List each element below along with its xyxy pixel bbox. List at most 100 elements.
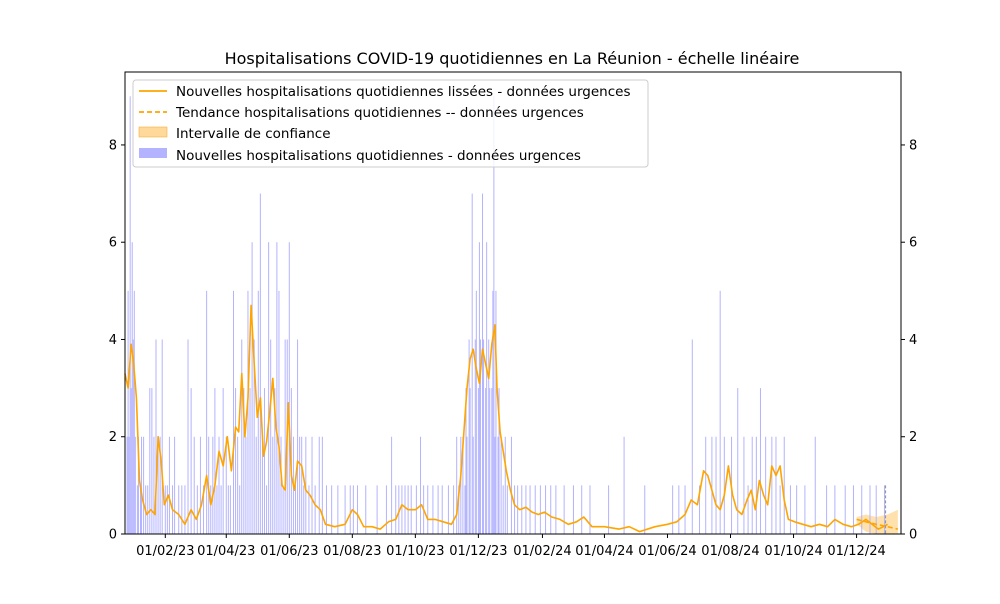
daily-bar — [468, 339, 470, 534]
daily-bar — [245, 436, 247, 534]
daily-bar — [241, 339, 243, 534]
daily-bar — [278, 290, 280, 534]
daily-bar — [263, 388, 265, 534]
y-tick-label-left: 4 — [109, 333, 117, 348]
daily-bar — [494, 436, 496, 534]
daily-bar — [331, 485, 333, 534]
daily-bar — [485, 388, 487, 534]
x-tick-label: 01/10/23 — [386, 544, 444, 559]
daily-bar — [229, 485, 231, 534]
daily-bar — [391, 436, 393, 534]
daily-bar — [514, 485, 516, 534]
y-tick-label-left: 6 — [109, 236, 117, 251]
x-tick-label: 01/02/24 — [513, 544, 571, 559]
daily-bar — [432, 485, 434, 534]
daily-bar — [385, 485, 387, 534]
daily-bar — [534, 485, 536, 534]
daily-bar — [555, 485, 557, 534]
daily-bar — [168, 436, 170, 534]
daily-bar — [747, 485, 749, 534]
daily-bar — [550, 485, 552, 534]
daily-bar — [130, 388, 132, 534]
daily-bar — [133, 290, 135, 534]
daily-bar — [472, 436, 474, 534]
daily-bar — [456, 436, 458, 534]
daily-bar — [266, 485, 268, 534]
daily-bar — [174, 436, 176, 534]
daily-bar — [187, 339, 189, 534]
daily-bar — [563, 485, 565, 534]
daily-bar — [157, 436, 159, 534]
daily-bar — [253, 339, 255, 534]
daily-bar — [464, 485, 466, 534]
plot-frame — [124, 71, 902, 535]
legend-frame — [132, 79, 649, 168]
daily-bar — [483, 339, 485, 534]
daily-bar — [311, 436, 313, 534]
daily-bar — [190, 388, 192, 534]
daily-bar — [539, 485, 541, 534]
daily-bar — [178, 485, 180, 534]
daily-bar — [303, 485, 305, 534]
legend-label-smoothed: Nouvelles hospitalisations quotidiennes … — [176, 84, 630, 100]
daily-bars-layer — [126, 96, 885, 534]
daily-bar — [401, 485, 403, 534]
daily-bar — [276, 242, 278, 534]
daily-bar — [691, 339, 693, 534]
daily-bar — [765, 436, 767, 534]
daily-bar — [337, 485, 339, 534]
daily-bar — [225, 436, 227, 534]
daily-bar — [136, 485, 138, 534]
daily-bar — [128, 436, 130, 534]
trend-line — [856, 518, 899, 530]
daily-bar — [678, 485, 680, 534]
daily-bar — [214, 388, 216, 534]
daily-bar — [126, 436, 128, 534]
x-tick-label: 01/02/23 — [136, 544, 194, 559]
daily-bar — [608, 485, 610, 534]
daily-bar — [166, 485, 168, 534]
daily-bar — [251, 242, 253, 534]
daily-bar — [775, 436, 777, 534]
x-tick-label: 01/12/24 — [827, 544, 885, 559]
daily-bar — [270, 339, 272, 534]
daily-bar — [318, 436, 320, 534]
daily-bar — [771, 436, 773, 534]
y-tick-label-right: 4 — [909, 333, 917, 348]
daily-bar — [447, 485, 449, 534]
daily-bar — [498, 388, 500, 534]
daily-bar — [344, 485, 346, 534]
daily-bar — [623, 436, 625, 534]
daily-bar — [284, 339, 286, 534]
daily-bar — [495, 290, 497, 534]
daily-bar — [705, 436, 707, 534]
y-tick-label-left: 2 — [109, 430, 117, 445]
daily-bar — [743, 436, 745, 534]
daily-bar — [216, 485, 218, 534]
daily-bar — [466, 436, 468, 534]
daily-bar — [572, 485, 574, 534]
daily-bar — [715, 436, 717, 534]
daily-bar — [486, 242, 488, 534]
daily-bar — [153, 436, 155, 534]
x-tick-label: 01/06/23 — [260, 544, 318, 559]
legend-label-trend: Tendance hospitalisations quotidiennes -… — [175, 105, 584, 121]
daily-bar — [478, 242, 480, 534]
y-tick-label-right: 2 — [909, 430, 917, 445]
legend: Nouvelles hospitalisations quotidiennes … — [132, 79, 649, 168]
daily-bar — [779, 485, 781, 534]
daily-bar — [789, 485, 791, 534]
daily-bar — [500, 436, 502, 534]
x-tick-label: 01/04/24 — [575, 544, 633, 559]
confidence-band — [856, 509, 898, 534]
daily-bar — [469, 388, 471, 534]
daily-bar — [199, 436, 201, 534]
daily-bar — [497, 436, 499, 534]
daily-bar — [844, 485, 846, 534]
daily-bar — [493, 96, 495, 534]
daily-bar — [471, 193, 473, 534]
daily-bar — [305, 436, 307, 534]
daily-bar — [299, 436, 301, 534]
daily-bar — [308, 485, 310, 534]
